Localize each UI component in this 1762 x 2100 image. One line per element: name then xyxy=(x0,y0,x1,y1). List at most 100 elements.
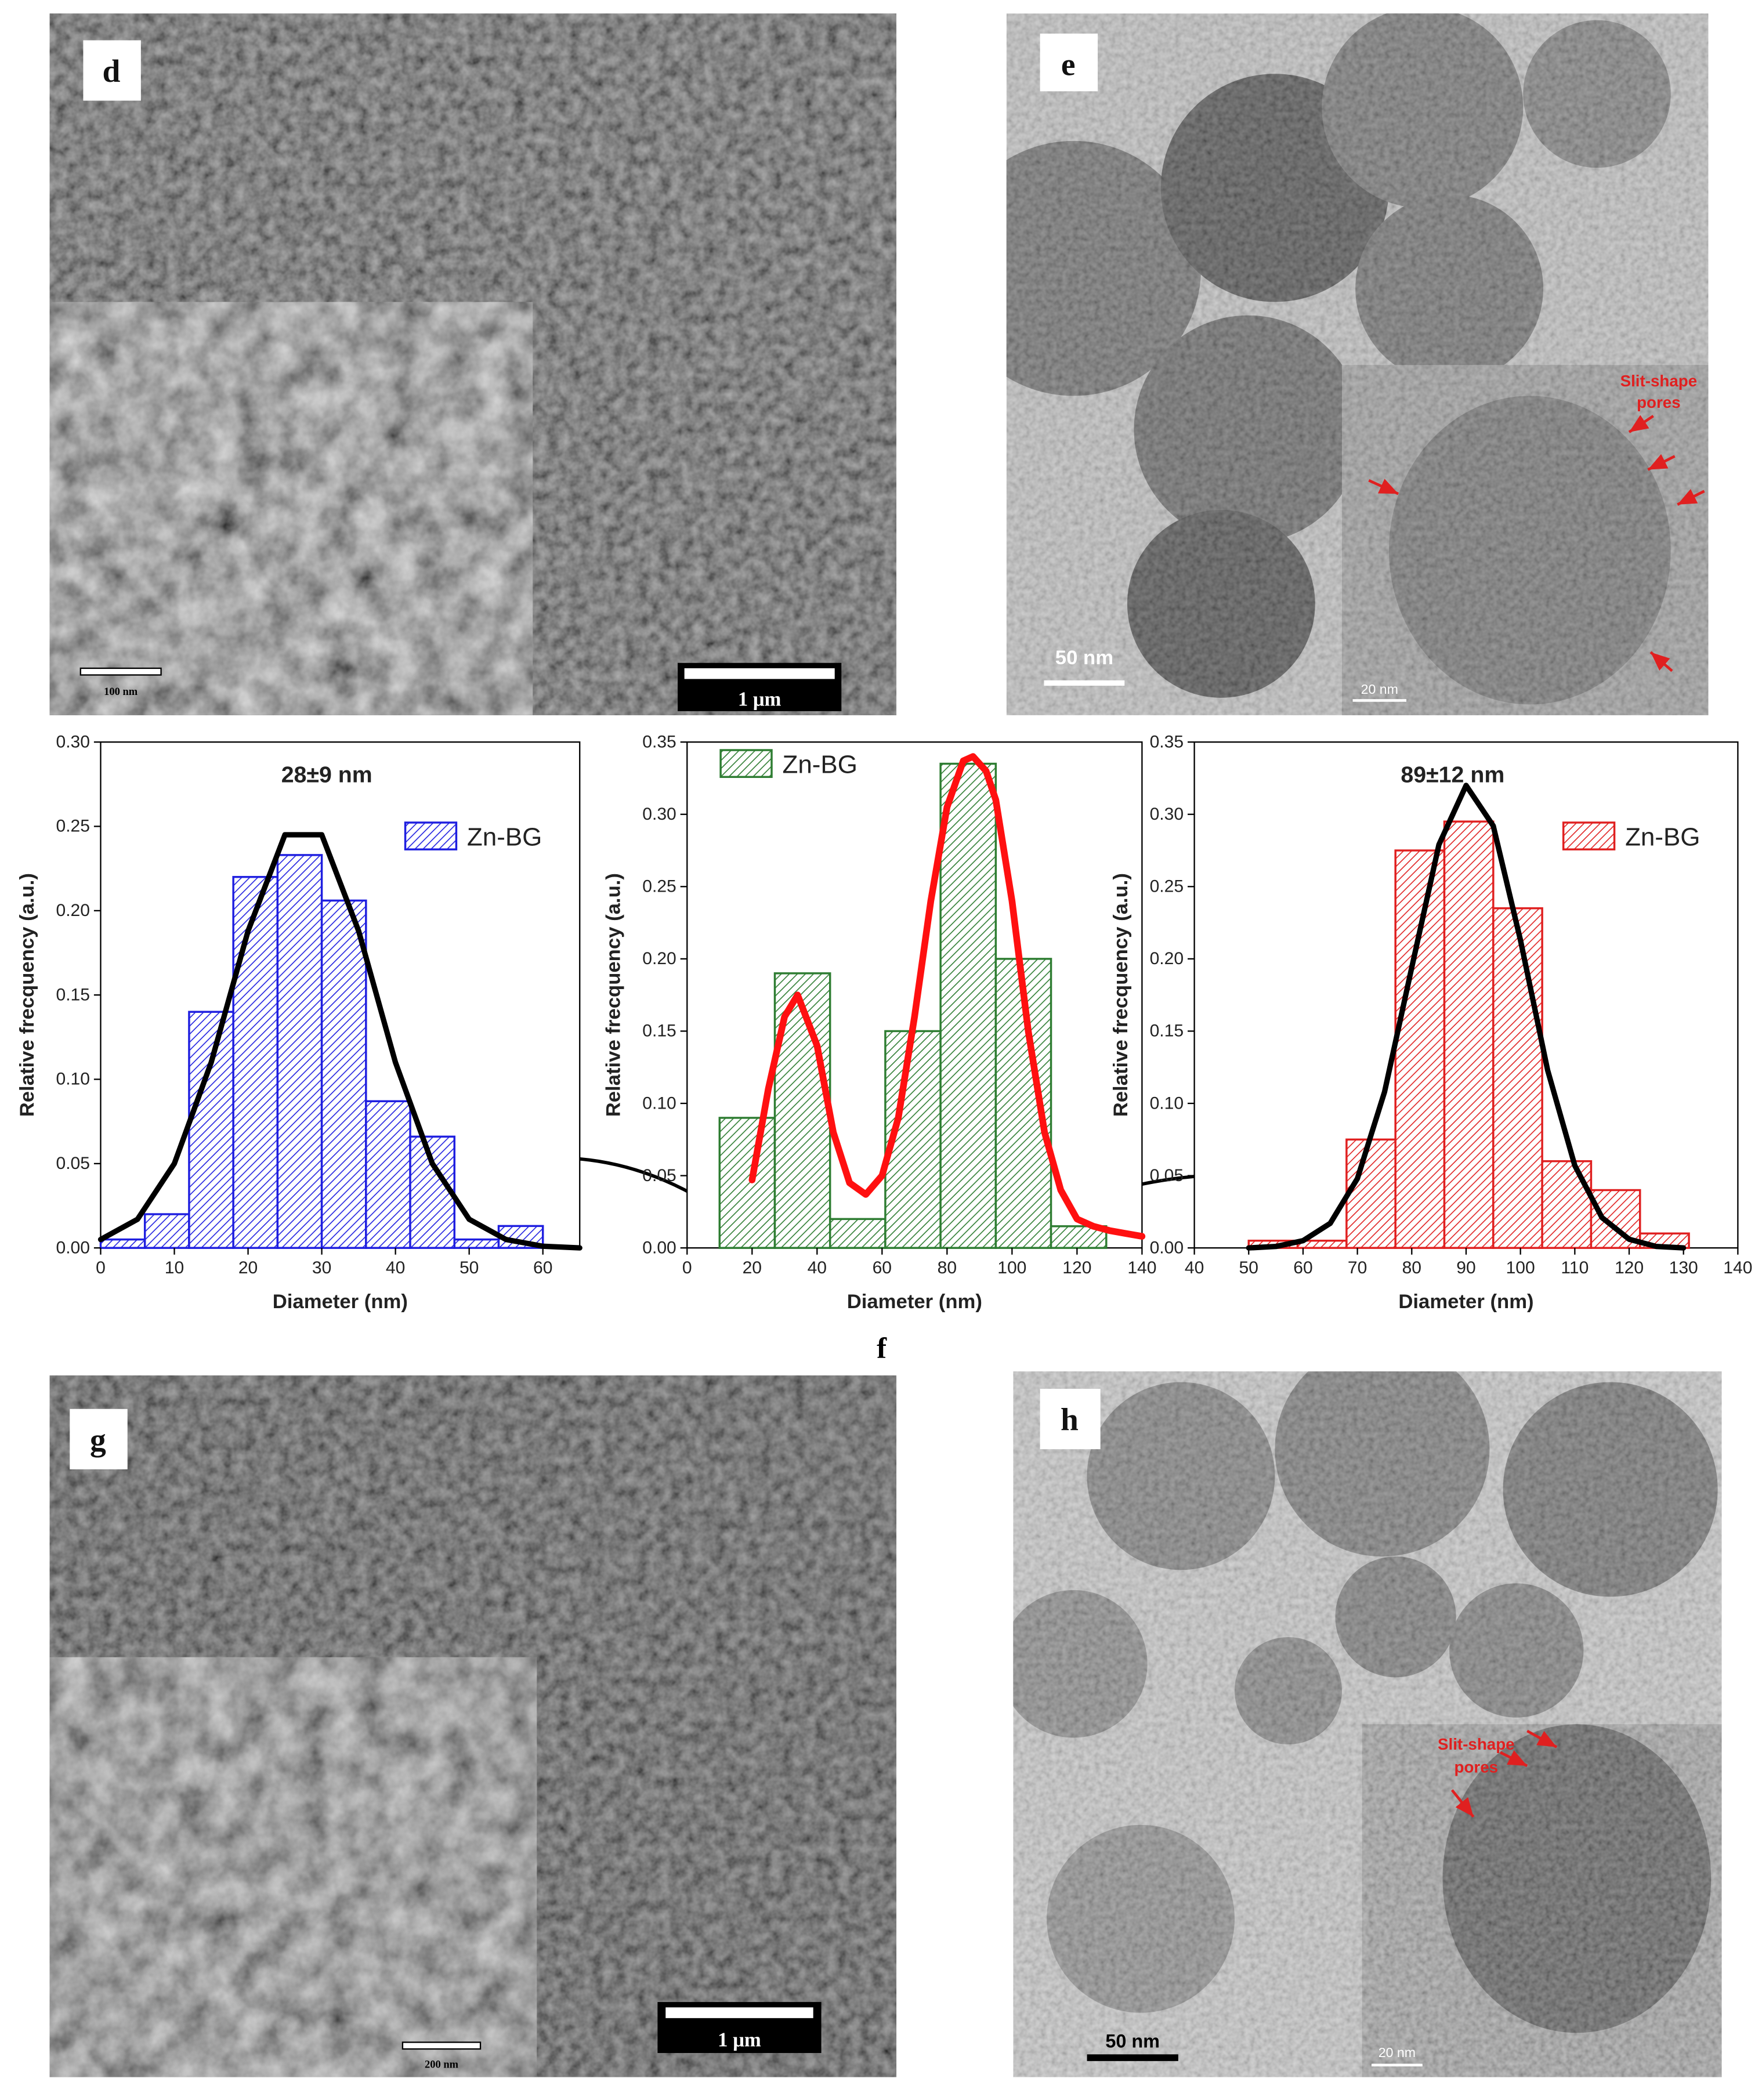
bar xyxy=(1492,907,1543,1249)
bar xyxy=(828,1218,887,1249)
scale-bar-label: 200 nm xyxy=(425,2059,459,2070)
fit-curve xyxy=(748,753,1146,1240)
arrow xyxy=(1368,479,1399,495)
arrow xyxy=(1649,651,1673,672)
y-tick-label: 0.20 xyxy=(1150,949,1184,968)
bar xyxy=(320,899,367,1249)
bar xyxy=(143,1213,190,1249)
y-tick-label: 0.15 xyxy=(56,985,89,1004)
arrow xyxy=(1499,1750,1528,1768)
x-axis-label: Diameter (nm) xyxy=(847,1291,982,1313)
y-tick-label: 0.00 xyxy=(1150,1238,1184,1257)
x-tick-label: 60 xyxy=(873,1258,892,1277)
arrow xyxy=(1647,454,1676,471)
panel-label-box xyxy=(1040,33,1098,92)
arrow xyxy=(1450,1789,1475,1818)
bar xyxy=(1345,1138,1396,1249)
scale-bar xyxy=(665,2007,813,2018)
y-tick-label: 0.30 xyxy=(1150,805,1184,824)
tem-image-e xyxy=(1006,13,1709,715)
x-tick-label: 110 xyxy=(1561,1258,1589,1277)
panel-label: g xyxy=(90,1422,106,1458)
y-tick-label: 0.15 xyxy=(642,1022,676,1041)
annotation: pores xyxy=(1455,1758,1499,1776)
y-tick-label: 0.00 xyxy=(642,1238,676,1257)
y-tick-label: 0.25 xyxy=(56,817,89,836)
inset-texture xyxy=(1362,1724,1722,2077)
y-tick-label: 0.05 xyxy=(642,1166,676,1185)
y-axis-label: Relative frecquency (a.u.) xyxy=(1110,873,1132,1117)
panel-label-box xyxy=(1040,1389,1101,1450)
arrow xyxy=(1677,488,1705,506)
x-tick-label: 100 xyxy=(997,1258,1026,1277)
chart-title: 28±9 nm xyxy=(281,762,372,788)
scale-bar xyxy=(1371,2063,1423,2067)
legend-swatch xyxy=(1562,821,1616,850)
x-tick-label: 70 xyxy=(1348,1258,1367,1277)
chart-title: 89±12 nm xyxy=(1401,762,1504,788)
bar xyxy=(939,762,997,1249)
bar xyxy=(1443,820,1495,1249)
figure-label: f xyxy=(877,1333,887,1365)
annotation: Slit-shape xyxy=(1620,372,1698,390)
legend-swatch xyxy=(404,821,458,850)
scale-bar-label: 20 nm xyxy=(1379,2045,1416,2060)
scale-bar-label: 100 nm xyxy=(104,686,138,698)
x-tick-label: 90 xyxy=(1456,1258,1475,1277)
panel-label: h xyxy=(1061,1403,1079,1438)
x-axis-label: Diameter (nm) xyxy=(1398,1291,1533,1313)
arrow xyxy=(1526,1729,1558,1748)
bar xyxy=(99,1238,146,1249)
y-tick-label: 0.35 xyxy=(1150,732,1184,751)
fit-curve xyxy=(1246,783,1687,1251)
scale-bar-label: 50 nm xyxy=(1055,647,1113,669)
x-tick-label: 50 xyxy=(1239,1258,1258,1277)
scale-bar xyxy=(401,2041,482,2050)
legend-label: Zn-BG xyxy=(782,750,857,779)
panel-label-box xyxy=(83,40,141,101)
y-tick-label: 0.10 xyxy=(56,1070,89,1089)
bar xyxy=(409,1135,455,1249)
inset-image xyxy=(49,1657,537,2077)
x-axis-label: Diameter (nm) xyxy=(273,1291,408,1313)
y-tick-label: 0.05 xyxy=(1150,1166,1184,1185)
annotation-arrows xyxy=(1450,1729,1558,1818)
y-tick-label: 0.10 xyxy=(642,1094,676,1113)
x-tick-label: 80 xyxy=(938,1258,957,1277)
sem-image-d xyxy=(49,13,897,715)
x-tick-label: 40 xyxy=(808,1258,827,1277)
inset-image xyxy=(49,302,533,715)
bar xyxy=(232,875,279,1249)
legend-swatch xyxy=(719,749,773,779)
y-tick-label: 0.00 xyxy=(56,1238,89,1257)
x-tick-label: 50 xyxy=(460,1258,479,1277)
scale-bar xyxy=(79,667,162,676)
x-tick-label: 10 xyxy=(165,1258,184,1277)
y-tick-label: 0.25 xyxy=(642,877,676,896)
y-tick-label: 0.35 xyxy=(642,732,676,751)
bar xyxy=(718,1117,776,1249)
panel-label: e xyxy=(1061,48,1076,83)
sem-image-g xyxy=(49,1375,897,2077)
x-tick-label: 120 xyxy=(1615,1258,1644,1277)
scale-bar xyxy=(1087,2054,1178,2061)
y-axis-label: Relative frecquency (a.u.) xyxy=(603,873,625,1117)
annotation-arrows xyxy=(1368,415,1705,672)
x-tick-label: 60 xyxy=(1293,1258,1312,1277)
y-tick-label: 0.10 xyxy=(1150,1094,1184,1113)
x-tick-label: 60 xyxy=(533,1258,552,1277)
bar xyxy=(188,1011,234,1249)
scale-bar-label: 20 nm xyxy=(1361,682,1398,697)
y-tick-label: 0.20 xyxy=(642,949,676,968)
x-tick-label: 0 xyxy=(96,1258,106,1277)
y-tick-label: 0.15 xyxy=(1150,1022,1184,1041)
y-tick-label: 0.25 xyxy=(1150,877,1184,896)
annotation: pores xyxy=(1637,393,1681,411)
scale-bar-label: 50 nm xyxy=(1105,2031,1160,2052)
bar xyxy=(1541,1160,1593,1249)
panel-label-box xyxy=(70,1409,128,1469)
x-tick-label: 120 xyxy=(1062,1258,1091,1277)
x-tick-label: 40 xyxy=(1185,1258,1204,1277)
bar xyxy=(1394,849,1446,1249)
x-tick-label: 80 xyxy=(1402,1258,1421,1277)
